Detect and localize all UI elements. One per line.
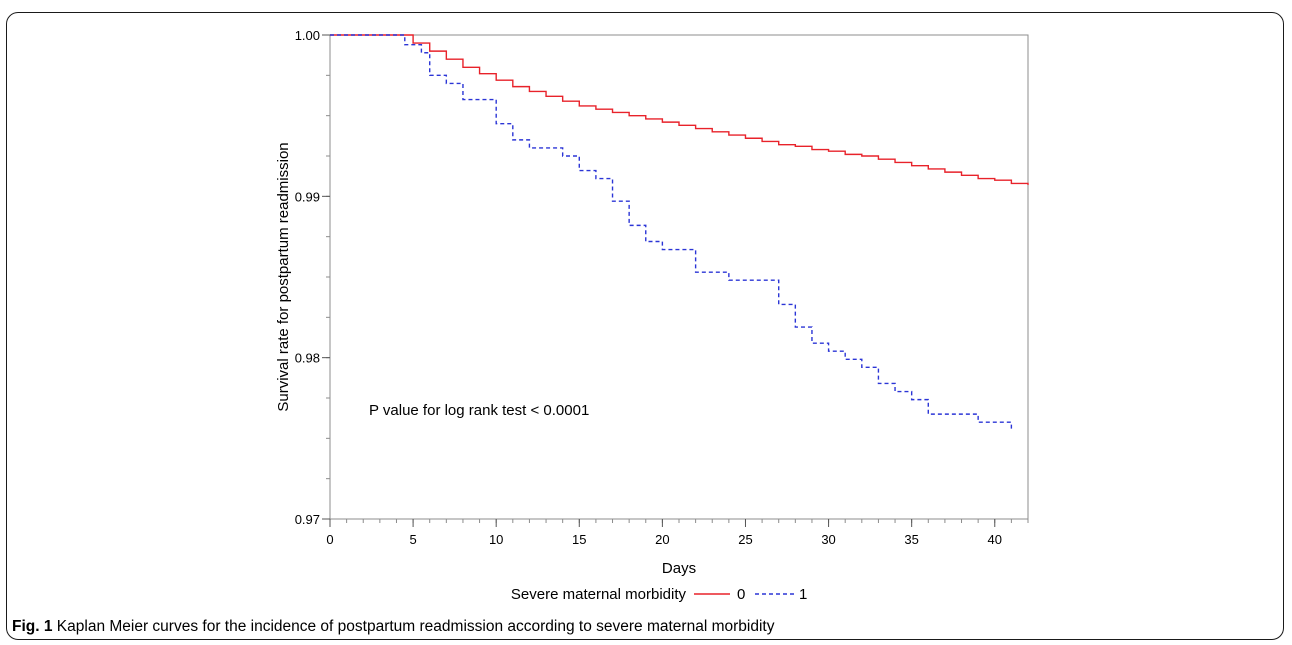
- figure-frame: [6, 12, 1284, 640]
- x-tick-label: 35: [904, 532, 918, 547]
- legend: Severe maternal morbidity 0 1: [511, 586, 807, 603]
- legend-label-1: 1: [799, 586, 807, 603]
- legend-label-0: 0: [737, 586, 745, 603]
- x-axis-title: Days: [662, 560, 696, 577]
- series-line-1: [330, 34, 1013, 431]
- caption-label: Fig. 1: [12, 618, 53, 635]
- x-tick-label: 30: [821, 532, 835, 547]
- x-tick-label: 10: [489, 532, 503, 547]
- caption-text: Kaplan Meier curves for the incidence of…: [56, 618, 775, 635]
- p-value-annotation: P value for log rank test < 0.0001: [369, 402, 589, 419]
- x-tick-label: 25: [738, 532, 752, 547]
- x-tick-label: 5: [409, 532, 416, 547]
- y-tick-label: 0.97: [295, 512, 320, 527]
- series-line-0: [330, 34, 1029, 186]
- y-axis-title: Survival rate for postpartum readmission: [275, 142, 292, 411]
- legend-title: Severe maternal morbidity: [511, 586, 687, 603]
- x-tick-label: 0: [326, 532, 333, 547]
- figure-caption: Fig. 1 Kaplan Meier curves for the incid…: [12, 618, 774, 636]
- x-tick-label: 20: [655, 532, 669, 547]
- plot-area: [329, 34, 1029, 520]
- y-tick-label: 1.00: [295, 28, 320, 43]
- y-tick-label: 0.99: [295, 189, 320, 204]
- y-tick-label: 0.98: [295, 351, 320, 366]
- x-tick-label: 40: [988, 532, 1002, 547]
- x-tick-label: 15: [572, 532, 586, 547]
